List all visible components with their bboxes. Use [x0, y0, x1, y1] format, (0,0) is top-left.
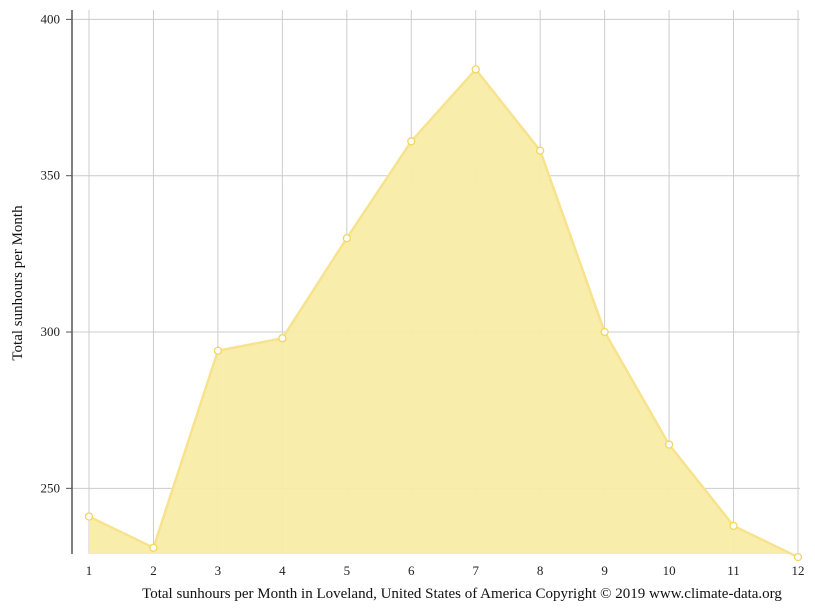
chart-caption: Total sunhours per Month in Loveland, Un…	[142, 586, 782, 602]
x-tick-label: 7	[472, 563, 479, 578]
y-axis-title: Total sunhours per Month	[10, 205, 26, 361]
x-tick-label: 6	[408, 563, 415, 578]
x-tick-label: 11	[727, 563, 740, 578]
x-tick-label: 5	[344, 563, 351, 578]
data-point-10[interactable]	[664, 440, 674, 449]
x-tick-label: 4	[279, 563, 286, 578]
data-point-2[interactable]	[149, 543, 158, 552]
data-point-3[interactable]	[213, 346, 223, 355]
y-tick-label: 400	[41, 11, 61, 26]
x-tick-label: 10	[663, 563, 676, 578]
x-tick-label: 9	[601, 563, 608, 578]
data-point-1[interactable]	[84, 512, 94, 521]
data-point-12[interactable]	[793, 552, 803, 562]
y-tick-label: 300	[41, 324, 61, 339]
data-markers	[84, 65, 803, 562]
x-tick-label: 3	[215, 563, 222, 578]
area-series	[88, 68, 799, 559]
y-tick-label: 250	[41, 480, 61, 495]
data-point-5[interactable]	[342, 234, 351, 243]
x-tick-label: 12	[792, 563, 805, 578]
data-point-11[interactable]	[729, 521, 738, 531]
x-tick-label: 2	[150, 563, 157, 578]
axes	[66, 10, 73, 554]
data-point-9[interactable]	[600, 327, 609, 337]
area-fill	[89, 69, 798, 558]
series-line	[88, 68, 799, 559]
data-point-4[interactable]	[278, 334, 287, 343]
x-tick-label: 1	[86, 563, 93, 578]
x-tick-label: 8	[537, 563, 544, 578]
data-point-8[interactable]	[536, 146, 545, 155]
data-point-7[interactable]	[471, 65, 480, 74]
y-tick-label: 350	[41, 168, 61, 183]
data-point-6[interactable]	[407, 137, 416, 146]
